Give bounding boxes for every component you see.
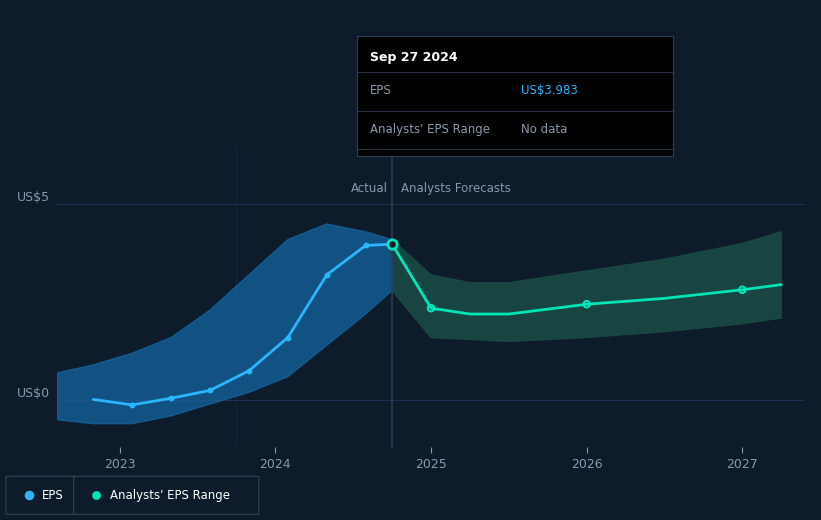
Text: Actual: Actual [351,183,388,196]
Point [282,333,295,342]
Text: Analysts' EPS Range: Analysts' EPS Range [369,123,490,136]
Point [204,386,217,395]
Point [386,240,399,249]
FancyBboxPatch shape [74,476,259,514]
Point [164,394,177,402]
Point [424,304,438,313]
Point [242,367,255,375]
Point [580,300,594,308]
Point [736,285,749,294]
Point [320,271,333,279]
Text: Sep 27 2024: Sep 27 2024 [369,51,457,64]
Text: EPS: EPS [369,84,392,97]
Text: US$3.983: US$3.983 [521,84,578,97]
Text: US$0: US$0 [17,387,50,400]
Text: Analysts' EPS Range: Analysts' EPS Range [110,489,230,502]
Text: Analysts Forecasts: Analysts Forecasts [401,183,511,196]
Point [359,241,372,250]
Text: No data: No data [521,123,568,136]
FancyBboxPatch shape [6,476,78,514]
Text: US$5: US$5 [17,191,50,204]
Polygon shape [392,232,782,342]
Point [412,290,425,298]
Polygon shape [57,224,392,424]
Text: EPS: EPS [42,489,64,502]
Point [126,401,139,409]
